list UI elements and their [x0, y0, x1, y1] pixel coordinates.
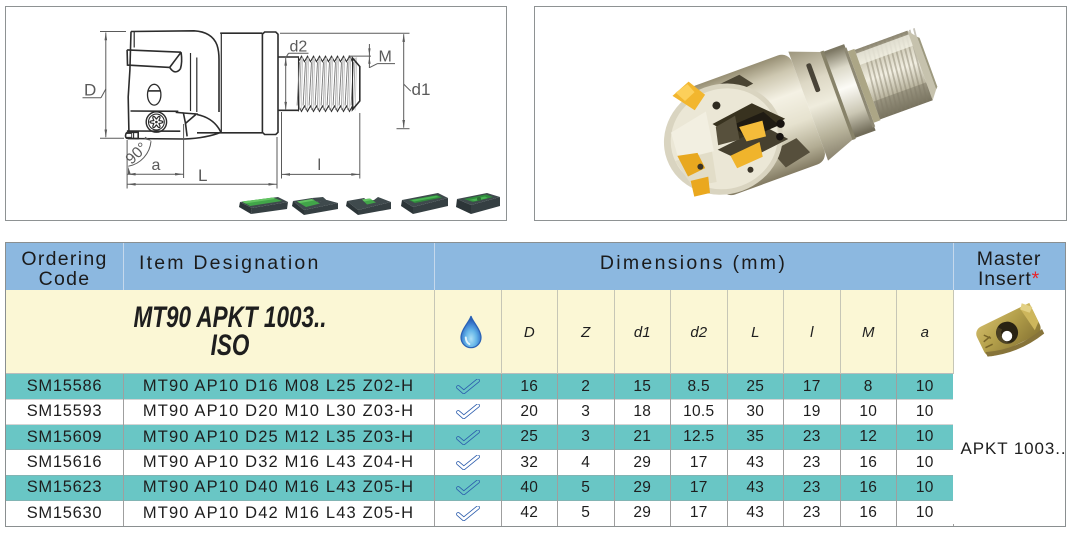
svg-text:d1: d1 [412, 80, 431, 99]
svg-text:l: l [318, 157, 322, 174]
svg-text:a: a [152, 157, 161, 174]
svg-text:L: L [198, 166, 207, 185]
svg-text:M: M [379, 49, 392, 66]
svg-text:d2: d2 [290, 39, 308, 56]
svg-text:D: D [84, 81, 96, 100]
